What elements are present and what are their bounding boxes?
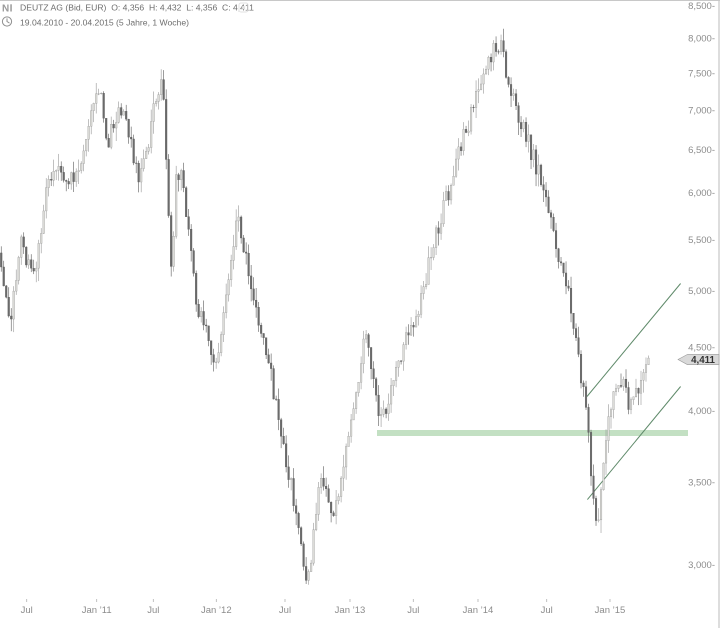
svg-text:Jan ’14: Jan ’14: [463, 605, 494, 616]
svg-text:7,000-: 7,000-: [688, 105, 715, 116]
svg-text:4,500-: 4,500-: [688, 343, 715, 354]
svg-text:Jan ’11: Jan ’11: [82, 605, 112, 616]
svg-text:7,500-: 7,500-: [688, 68, 715, 79]
svg-text:DEUTZ AG (Bid, EUR) O: 4,356: DEUTZ AG (Bid, EUR) O: 4,356 H: 4,432 L:…: [20, 3, 254, 13]
svg-text:Jan ’13: Jan ’13: [335, 605, 366, 616]
svg-text:Jul: Jul: [407, 605, 419, 616]
svg-text:Jan ’15: Jan ’15: [595, 605, 626, 616]
svg-text:4,411: 4,411: [691, 355, 715, 366]
svg-text:3,000-: 3,000-: [688, 560, 715, 571]
svg-text:4,000-: 4,000-: [688, 406, 715, 417]
svg-text:6,500-: 6,500-: [688, 145, 715, 156]
svg-text:Jul: Jul: [147, 605, 159, 616]
svg-text:Jul: Jul: [541, 605, 553, 616]
svg-text:8,500-: 8,500-: [688, 1, 715, 12]
svg-text:Jul: Jul: [279, 605, 291, 616]
svg-text:6,000-: 6,000-: [688, 188, 715, 199]
svg-text:19.04.2010 - 20.04.2015 (5 Jah: 19.04.2010 - 20.04.2015 (5 Jahre, 1 Woch…: [20, 18, 189, 28]
svg-text:8,000-: 8,000-: [688, 34, 715, 45]
svg-text:3,500-: 3,500-: [688, 477, 715, 488]
svg-text:Jul: Jul: [21, 605, 33, 616]
svg-text:Jan ’12: Jan ’12: [201, 605, 232, 616]
svg-text:5,000-: 5,000-: [688, 286, 715, 297]
svg-text:5,500-: 5,500-: [688, 235, 715, 246]
svg-text:N: N: [2, 4, 9, 15]
